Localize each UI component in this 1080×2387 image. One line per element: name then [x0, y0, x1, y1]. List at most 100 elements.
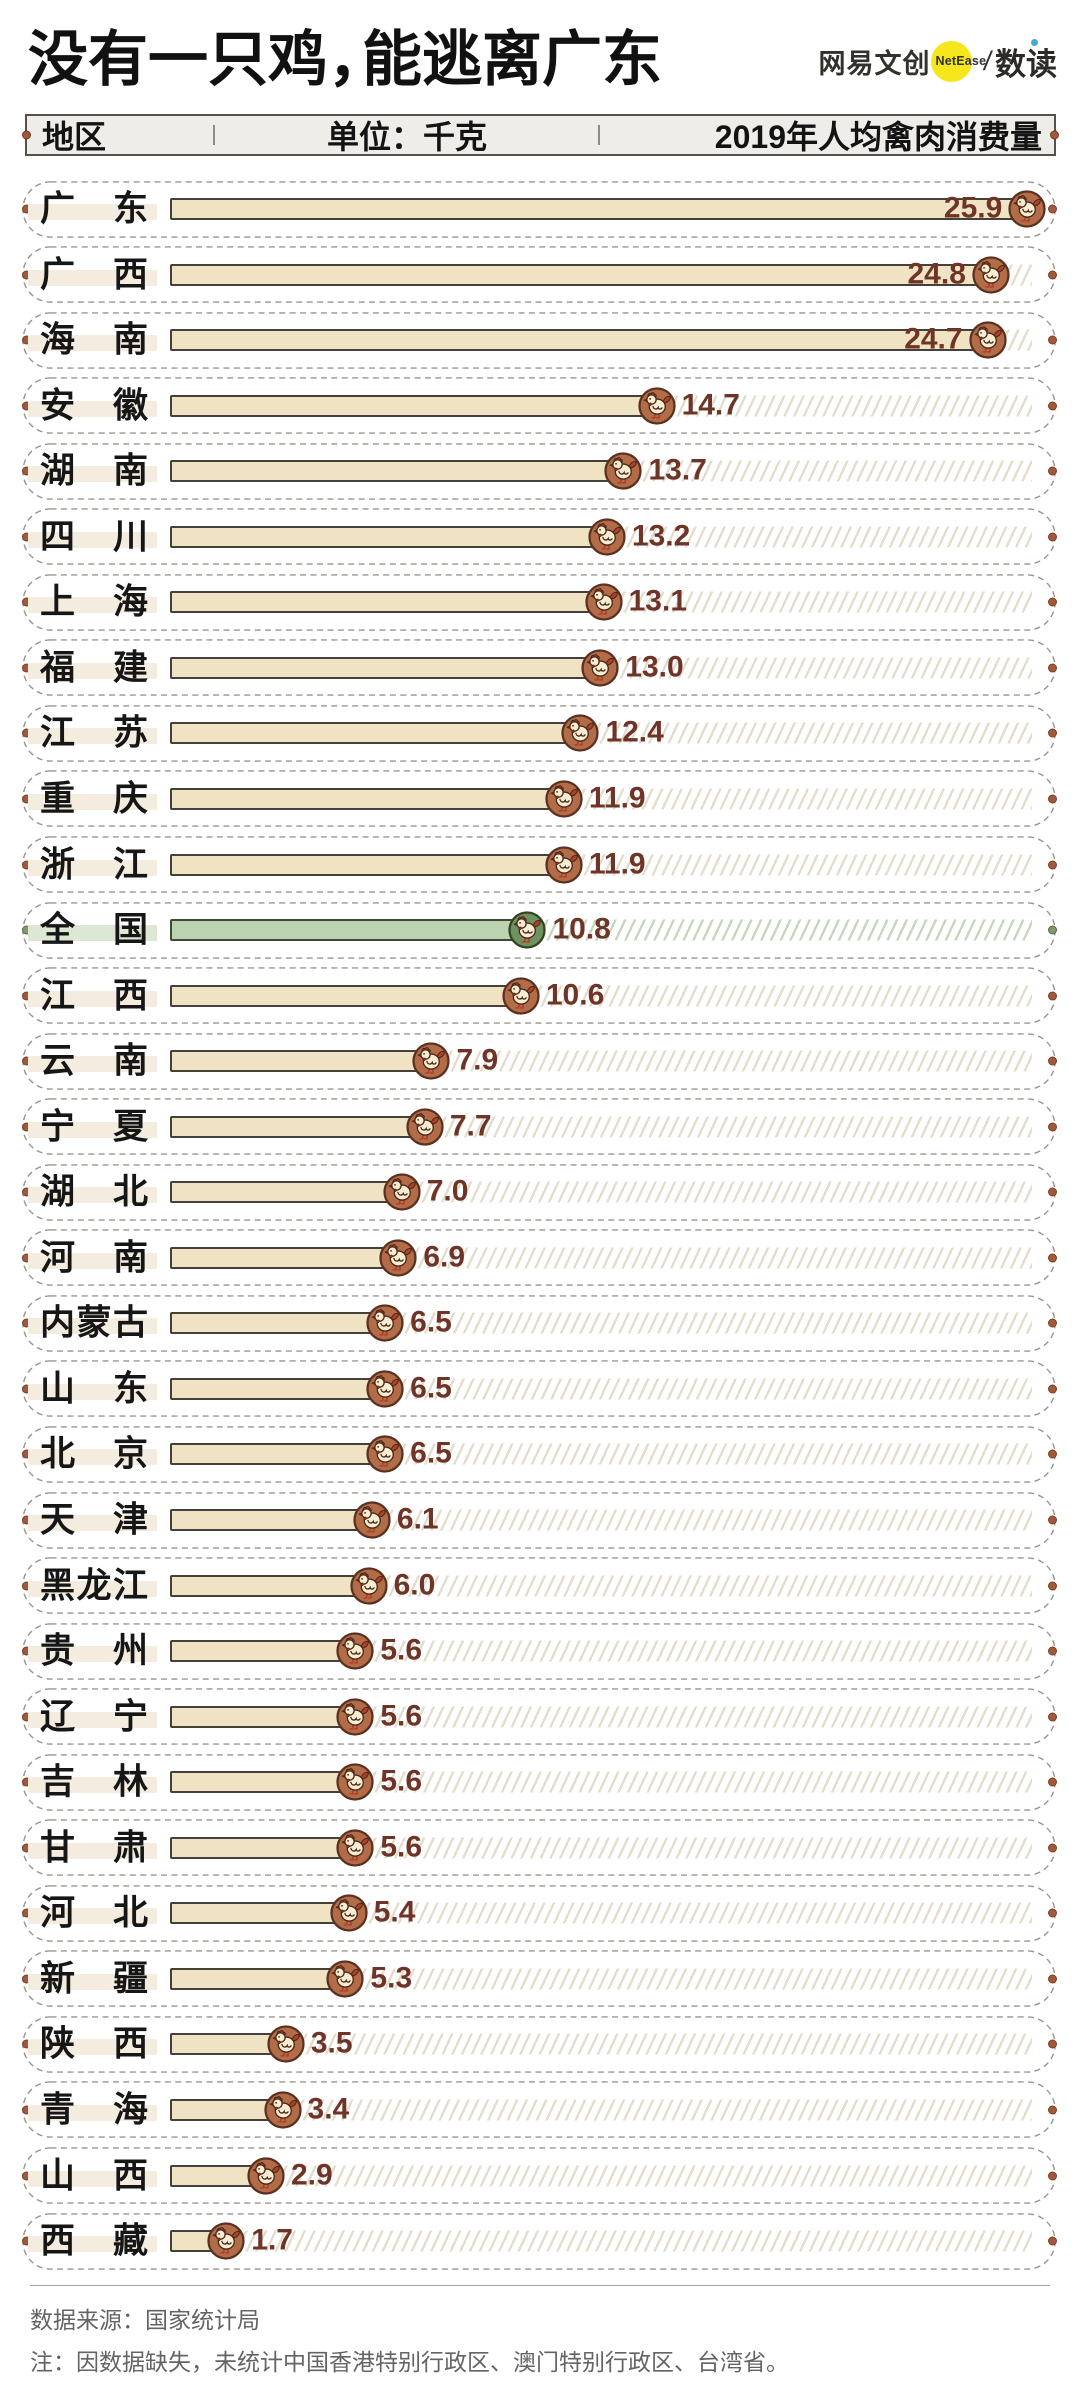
- row-right-dot-icon: [1047, 2105, 1057, 2115]
- row-hatch-pattern: [424, 1116, 1032, 1138]
- row-bar: [170, 1509, 372, 1531]
- row-value: 3.5: [310, 2026, 353, 2060]
- province-row: 湖南 13.7: [21, 442, 1057, 500]
- footer-note: 注：因数据缺失，未统计中国香港特别行政区、澳门特别行政区、台湾省。: [30, 2349, 789, 2375]
- row-hatch-pattern: [603, 591, 1032, 613]
- row-hatch-pattern: [355, 1837, 1032, 1859]
- row-hatch-pattern: [355, 1771, 1032, 1793]
- chicken-icon: [327, 1961, 363, 1997]
- province-row: 江西 10.6: [21, 967, 1057, 1024]
- row-right-dot-icon: [1047, 270, 1057, 280]
- province-row: 福建 13.0: [21, 639, 1057, 697]
- row-label: 湖南: [40, 451, 148, 491]
- row-label: 新疆: [40, 1959, 148, 1999]
- row-label-highlight: [28, 925, 157, 942]
- blue-dot-icon: [1031, 38, 1038, 46]
- logo-sub-text: 数读: [995, 38, 1057, 84]
- row-value: 5.6: [380, 1830, 423, 1864]
- row-label-highlight: [28, 597, 157, 614]
- province-row: 山西 2.9: [21, 2147, 1057, 2204]
- chicken-icon: [509, 912, 545, 948]
- row-label-highlight: [28, 1973, 157, 1990]
- row-bar: [170, 1640, 356, 1663]
- netease-logo: 网易文创 NetEase / 数读: [818, 38, 1057, 84]
- row-label-highlight: [28, 1515, 157, 1531]
- chicken-icon: [354, 1502, 390, 1538]
- row-label-highlight: [28, 1056, 157, 1073]
- row-bar: [170, 1181, 402, 1204]
- row-label-highlight: [28, 2170, 157, 2187]
- row-label: 安徽: [40, 386, 148, 426]
- chicken-icon: [582, 650, 618, 686]
- row-right-dot-icon: [1047, 401, 1057, 411]
- province-row: 青海 3.4: [21, 2081, 1057, 2139]
- chicken-icon: [973, 257, 1009, 293]
- row-right-dot-icon: [1047, 1318, 1057, 1328]
- row-label-highlight: [28, 2236, 157, 2253]
- row-value: 24.8: [907, 256, 966, 290]
- row-bar: [170, 1115, 425, 1138]
- province-row: 宁夏 7.7: [21, 1098, 1057, 1155]
- chicken-icon: [380, 1240, 416, 1276]
- row-value: 13.2: [631, 519, 691, 553]
- row-value: 13.0: [625, 650, 684, 684]
- row-bar: [170, 1574, 369, 1597]
- province-row: 吉林 5.6: [21, 1753, 1057, 1811]
- row-label-highlight: [28, 1777, 157, 1794]
- row-hatch-pattern: [282, 2099, 1032, 2121]
- province-row: 贵州 5.6: [21, 1622, 1057, 1680]
- province-row: 河南 6.9: [21, 1229, 1057, 1287]
- row-label-highlight: [28, 1318, 157, 1335]
- chicken-icon: [639, 388, 675, 424]
- row-hatch-pattern: [385, 1378, 1032, 1400]
- row-bar: [170, 722, 581, 745]
- row-right-dot-icon: [1047, 1646, 1057, 1656]
- row-label-highlight: [28, 728, 157, 745]
- column-divider-tick: [213, 125, 215, 145]
- province-row: 河北 5.4: [21, 1884, 1057, 1942]
- row-bar: [170, 394, 657, 417]
- province-row: 海南 24.7: [21, 311, 1057, 369]
- row-value: 2.9: [290, 2157, 333, 2191]
- row-value: 10.6: [545, 977, 605, 1011]
- row-label-highlight: [28, 466, 157, 483]
- chicken-icon: [337, 1830, 373, 1866]
- row-hatch-pattern: [563, 854, 1032, 875]
- row-hatch-pattern: [398, 1247, 1032, 1269]
- row-value: 6.1: [396, 1502, 439, 1536]
- row-right-dot-icon: [1047, 728, 1057, 738]
- row-hatch-pattern: [226, 2230, 1032, 2252]
- row-label: 黑龙江: [40, 1566, 148, 1606]
- row-value: 5.6: [380, 1633, 423, 1667]
- row-right-dot-icon: [1047, 1974, 1057, 1984]
- row-label-highlight: [28, 1908, 157, 1925]
- row-hatch-pattern: [527, 919, 1032, 941]
- row-label: 江西: [40, 976, 148, 1016]
- row-label-highlight: [28, 1383, 157, 1400]
- row-bar: [170, 460, 624, 483]
- row-value: 5.3: [370, 1961, 413, 1995]
- row-label: 山东: [40, 1369, 148, 1409]
- row-value: 7.0: [426, 1174, 469, 1208]
- row-label: 辽宁: [40, 1697, 148, 1737]
- row-bar: [170, 1705, 356, 1728]
- chicken-icon: [337, 1699, 373, 1735]
- row-label: 内蒙古: [40, 1303, 148, 1343]
- row-hatch-pattern: [371, 1509, 1032, 1531]
- row-label: 宁夏: [40, 1107, 148, 1147]
- province-row: 浙江 11.9: [21, 836, 1057, 893]
- row-right-dot-icon: [1047, 335, 1057, 345]
- row-value: 13.1: [628, 584, 687, 618]
- province-row: 湖北 7.0: [21, 1163, 1057, 1221]
- row-value: 6.9: [423, 1240, 466, 1274]
- row-label-highlight: [28, 2039, 157, 2056]
- row-value: 7.7: [449, 1109, 492, 1143]
- row-hatch-pattern: [656, 395, 1032, 417]
- row-label-highlight: [28, 531, 157, 548]
- row-hatch-pattern: [431, 1050, 1032, 1072]
- chicken-icon: [265, 2092, 301, 2128]
- chicken-icon: [384, 1174, 420, 1210]
- row-right-dot-icon: [1047, 1449, 1057, 1459]
- chicken-icon: [503, 978, 539, 1014]
- row-bar: [170, 787, 564, 810]
